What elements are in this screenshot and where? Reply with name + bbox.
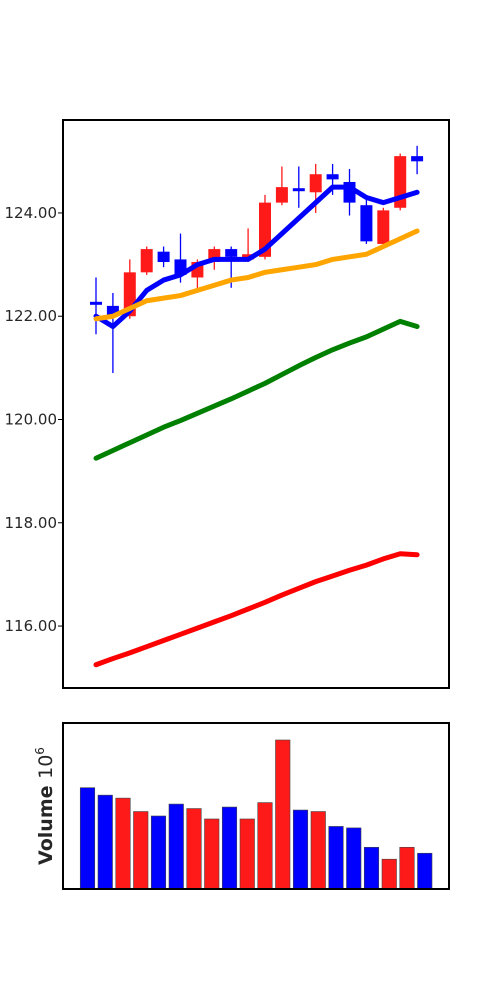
volume-bar [79, 787, 96, 890]
ma-line-blue [93, 184, 420, 330]
y-tick-label: 116.00 [5, 617, 58, 635]
volume-bar [257, 802, 273, 890]
candle [275, 166, 288, 206]
candle-body [292, 188, 305, 192]
y-tick-label: 122.00 [5, 307, 58, 325]
y-tick-label: 120.00 [5, 410, 58, 428]
price-panel: 116.00 118.00 120.00 122.00 124.00 [5, 119, 450, 689]
candle-body [275, 187, 288, 203]
volume-frame [62, 722, 450, 890]
volume-axis-label: Volume 106 [33, 747, 57, 865]
candle [157, 246, 170, 268]
candle [360, 200, 373, 244]
candle-body [377, 210, 390, 244]
volume-bar [186, 808, 202, 890]
volume-bar [221, 806, 238, 890]
ma-line-orange [93, 228, 420, 322]
volume-bar [417, 852, 433, 890]
ma-line-green [93, 318, 420, 461]
candle-body [106, 305, 119, 317]
volume-bar [346, 827, 362, 890]
ma-line-red [93, 551, 420, 668]
candle-body [157, 251, 170, 262]
volume-bar [328, 826, 344, 890]
volume-bar [310, 811, 326, 890]
candle [90, 277, 102, 335]
volume-bar [292, 809, 309, 890]
y-tick-label: 118.00 [5, 514, 58, 532]
price-frame [62, 119, 450, 689]
candle-body [225, 249, 238, 257]
candle [292, 166, 305, 208]
candle-body [309, 174, 322, 193]
volume-bar [399, 846, 415, 890]
volume-bar [204, 818, 220, 890]
volume-bar [168, 803, 184, 890]
candle-body [90, 301, 102, 305]
candle-body [411, 156, 424, 162]
volume-bar [275, 739, 291, 890]
candle [377, 207, 390, 247]
candle [106, 292, 119, 374]
volume-bar [239, 818, 255, 890]
volume-bar [97, 794, 113, 890]
candle-body [140, 249, 153, 273]
candle-body [360, 205, 373, 242]
candle [411, 145, 424, 175]
volume-bar [381, 858, 397, 890]
volume-bar [363, 846, 380, 890]
volume-bar [150, 815, 167, 890]
volume-panel: Volume 106 [33, 722, 450, 890]
volume-bar [133, 811, 149, 890]
volume-bar [115, 797, 131, 890]
candle-body [326, 174, 339, 180]
candle [394, 153, 407, 211]
y-tick-label: 124.00 [5, 204, 58, 222]
candle [140, 246, 153, 275]
